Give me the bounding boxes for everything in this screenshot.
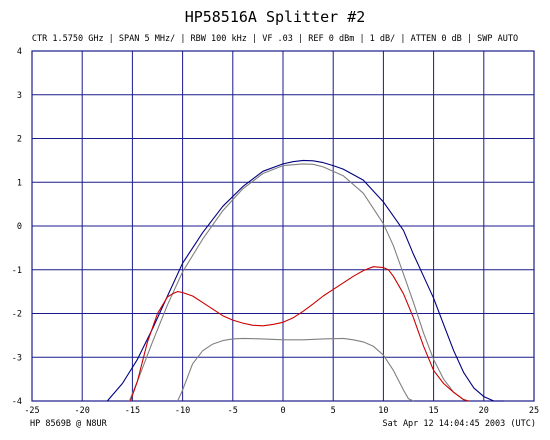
timestamp: Sat Apr 12 14:04:45 2003 (UTC) — [382, 419, 536, 429]
x-tick-label: -15 — [125, 406, 140, 416]
x-tick-label: 20 — [479, 406, 489, 416]
trace-line — [106, 159, 504, 402]
x-tick-label: 5 — [331, 406, 336, 416]
trace-line — [128, 163, 469, 402]
x-tick-label: -5 — [228, 406, 238, 416]
trace-line — [129, 266, 469, 402]
y-tick-label: -2 — [12, 310, 22, 320]
x-tick-label: 0 — [280, 406, 285, 416]
traces — [106, 159, 504, 402]
y-tick-label: 1 — [17, 178, 22, 188]
y-tick-label: -3 — [12, 353, 22, 363]
trace-line — [177, 337, 414, 402]
y-tick-label: 2 — [17, 135, 22, 145]
y-tick-label: -1 — [12, 266, 22, 276]
x-tick-label: -10 — [175, 406, 190, 416]
y-tick-label: 4 — [17, 47, 22, 57]
x-tick-label: -25 — [24, 406, 39, 416]
instrument-label: HP 8569B @ N8UR — [30, 419, 107, 429]
plot-frame — [31, 50, 535, 402]
y-tick-label: -4 — [12, 397, 22, 407]
analyzer-settings: CTR 1.5750 GHz | SPAN 5 MHz/ | RBW 100 k… — [31, 34, 519, 44]
x-tick-label: 10 — [378, 406, 388, 416]
x-tick-label: 25 — [529, 406, 539, 416]
chart-title: HP58516A Splitter #2 — [184, 8, 366, 26]
x-tick-label: -20 — [75, 406, 90, 416]
y-tick-label: 3 — [17, 91, 22, 101]
y-tick-label: 0 — [17, 222, 22, 232]
grid — [31, 50, 535, 402]
x-tick-label: 15 — [428, 406, 438, 416]
